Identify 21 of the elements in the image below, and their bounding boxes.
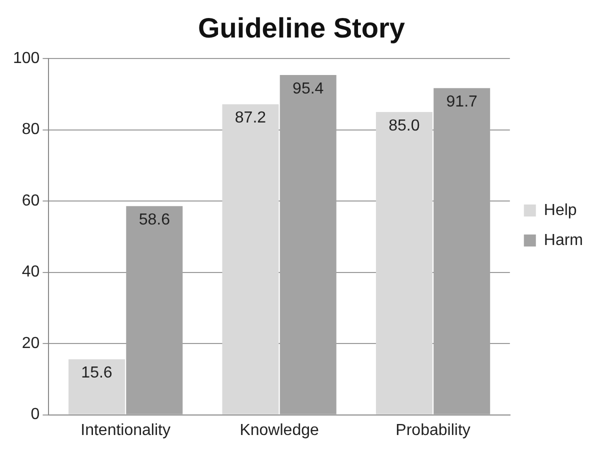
y-tick-label: 60 xyxy=(22,192,40,210)
legend-label: Help xyxy=(544,202,577,219)
x-tick-label: Knowledge xyxy=(240,422,319,439)
y-tick-label: 0 xyxy=(30,406,40,424)
x-tick-label: Probability xyxy=(396,422,470,439)
y-tick-label: 40 xyxy=(22,264,40,281)
chart-title: Guideline Story xyxy=(198,12,406,44)
x-tick-label: Intentionality xyxy=(80,422,170,439)
legend-label: Harm xyxy=(544,232,583,249)
data-label: 85.0 xyxy=(388,117,420,134)
y-tick-label: 100 xyxy=(12,50,40,68)
data-label: 58.6 xyxy=(138,211,170,228)
y-tick-label: 20 xyxy=(22,334,40,352)
data-label: 91.7 xyxy=(446,94,478,111)
data-label: 87.2 xyxy=(234,110,266,127)
data-label: 95.4 xyxy=(292,80,324,98)
bar xyxy=(68,359,125,414)
bar xyxy=(222,104,279,414)
y-tick-label: 80 xyxy=(22,121,40,138)
bar xyxy=(376,112,432,414)
data-label: 15.6 xyxy=(81,364,112,382)
